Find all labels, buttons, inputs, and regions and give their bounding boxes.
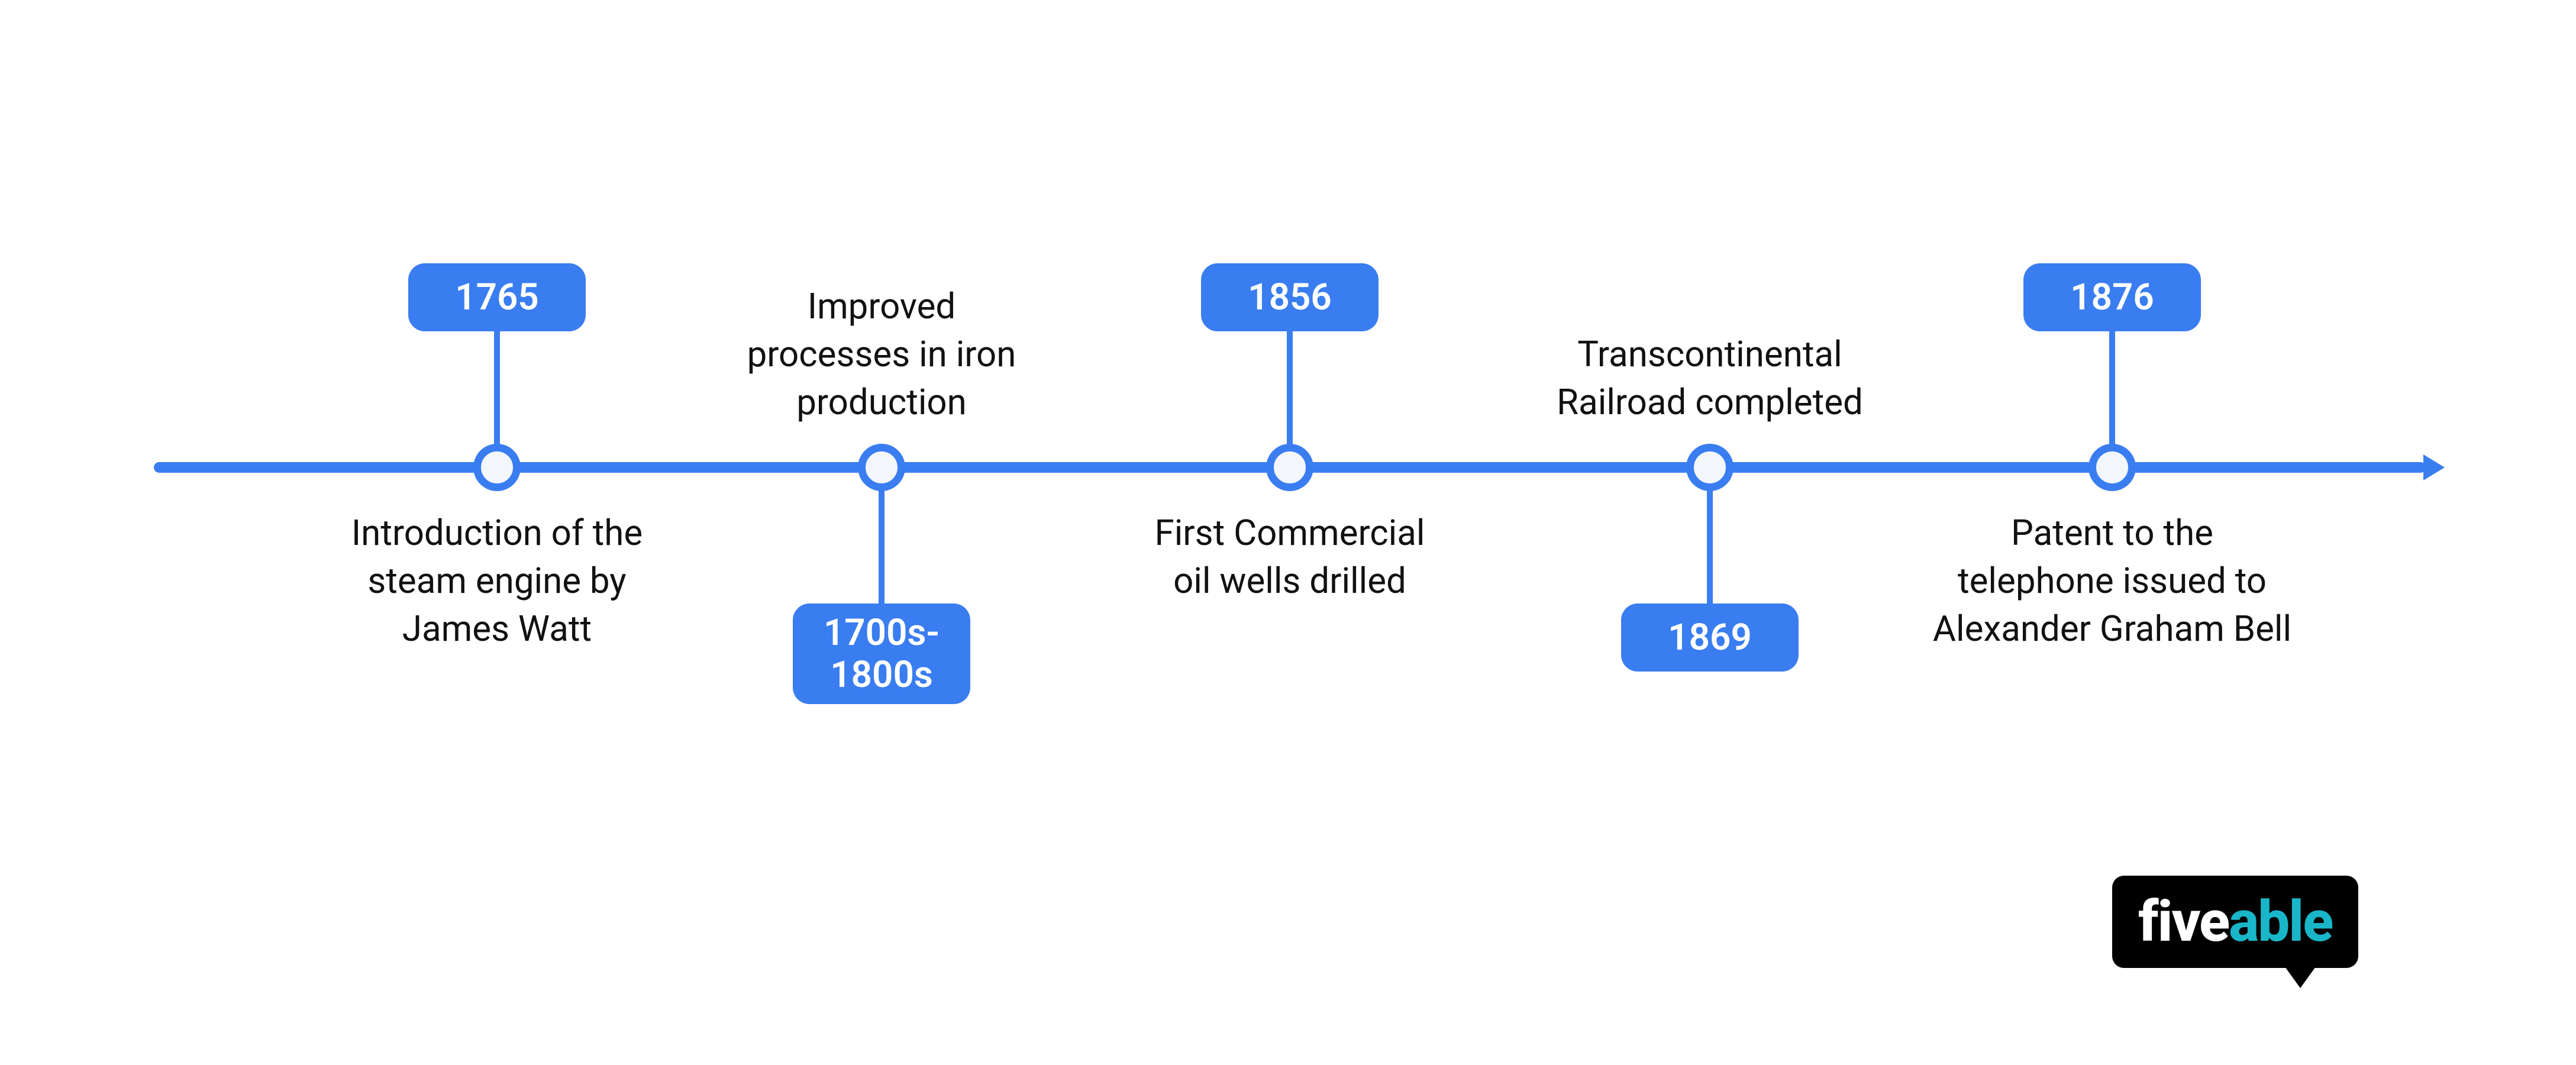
timeline-event-description: Transcontinental Railroad completed bbox=[1557, 330, 1863, 426]
timeline-event-description: Patent to the telephone issued to Alexan… bbox=[1933, 509, 2291, 653]
timeline-event-description: First Commercial oil wells drilled bbox=[1155, 509, 1425, 605]
timeline-node bbox=[1686, 444, 1734, 491]
timeline-event-description: Improved processes in iron production bbox=[747, 282, 1016, 426]
fiveable-logo: fiveable bbox=[2112, 876, 2358, 988]
timeline-node bbox=[1266, 444, 1313, 491]
timeline-canvas: 1765 Introduction of the steam engine by … bbox=[0, 0, 2576, 1065]
timeline-node bbox=[858, 444, 905, 491]
timeline-date-pill: 1765 bbox=[408, 263, 586, 331]
timeline-date-pill: 1700s- 1800s bbox=[793, 604, 970, 704]
timeline-date-pill: 1869 bbox=[1621, 604, 1799, 672]
fiveable-logo-text-left: five bbox=[2138, 889, 2229, 955]
fiveable-logo-tail bbox=[2285, 967, 2316, 988]
timeline-date-pill: 1876 bbox=[2023, 263, 2201, 331]
timeline-event-description: Introduction of the steam engine by Jame… bbox=[351, 509, 643, 653]
timeline-node bbox=[2088, 444, 2136, 491]
timeline-date-pill: 1856 bbox=[1201, 263, 1379, 331]
timeline-node bbox=[473, 444, 521, 491]
fiveable-logo-box: fiveable bbox=[2112, 876, 2358, 968]
timeline-axis-arrow bbox=[2423, 454, 2445, 480]
fiveable-logo-text-right: able bbox=[2229, 889, 2332, 955]
